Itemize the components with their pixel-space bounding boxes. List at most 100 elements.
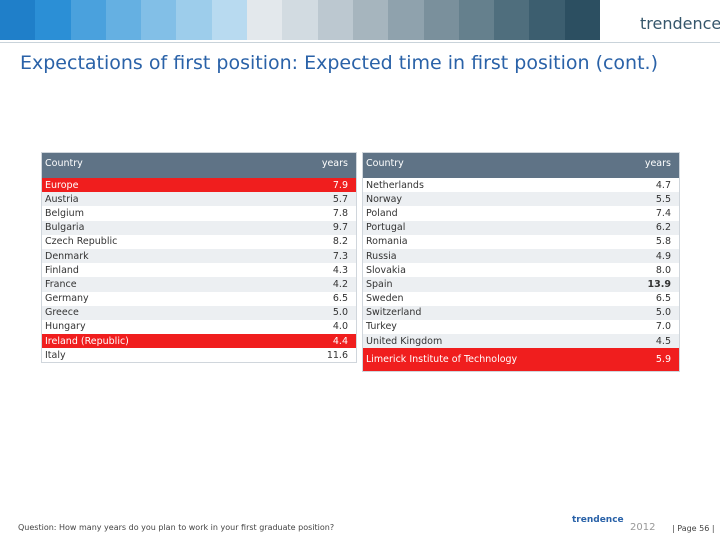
table-row: Germany 6.5 (42, 292, 356, 306)
years: 4.3 (332, 264, 348, 276)
country: Spain (366, 278, 393, 290)
table-row: Russia 4.9 (363, 248, 679, 264)
country: United Kingdom (366, 335, 443, 347)
table-row: Czech Republic 8.2 (42, 235, 356, 249)
stripe-block (0, 0, 36, 40)
country: Denmark (45, 250, 89, 262)
years: 5.9 (655, 354, 671, 366)
country: Turkey (366, 321, 397, 333)
country: Russia (366, 250, 397, 262)
footer-year: 2012 (630, 522, 656, 533)
stripe-block (35, 0, 71, 40)
country: Europe (45, 179, 79, 191)
country: Portugal (366, 222, 406, 234)
country: Switzerland (366, 307, 422, 319)
years: 4.5 (655, 335, 671, 347)
column-header: years (644, 158, 671, 169)
table-row: Limerick Institute of Technology 5.9 (363, 348, 679, 372)
years: 6.2 (655, 222, 671, 234)
table-row: Finland 4.3 (42, 263, 356, 277)
question: Question: How many years do you plan to … (18, 523, 335, 532)
stripe-block (211, 0, 248, 40)
stripe-block (423, 0, 459, 40)
stripe-block (494, 0, 530, 40)
country: Netherlands (366, 179, 424, 191)
years: 5.7 (332, 193, 348, 205)
stripe-block (352, 0, 389, 40)
years: 4.4 (332, 335, 348, 347)
country: Sweden (366, 293, 404, 305)
years: 4.2 (332, 278, 348, 290)
table-row: Greece 5.0 (42, 305, 356, 320)
country: Norway (366, 193, 403, 205)
country: Austria (45, 193, 79, 205)
country: Belgium (45, 207, 84, 219)
table-row: Slovakia 8.0 (363, 263, 679, 277)
table-row: Turkey 7.0 (363, 320, 679, 334)
stripe-block (247, 0, 283, 40)
years: 7.9 (332, 179, 348, 191)
stripe-block (70, 0, 106, 40)
country: Hungary (45, 321, 86, 333)
table-row: Austria 5.7 (42, 192, 356, 207)
page-number: | Page 56 | (672, 524, 715, 533)
stripe-block (564, 0, 601, 40)
years: 8.0 (655, 264, 671, 276)
column-header: Country (45, 158, 83, 169)
table-row: Switzerland 5.0 (363, 305, 679, 320)
country: Bulgaria (45, 222, 85, 234)
country: Italy (45, 349, 66, 361)
years: 11.6 (326, 349, 348, 361)
table-row: Bulgaria 9.7 (42, 220, 356, 235)
stripe-block (176, 0, 212, 40)
column-header: years (321, 158, 348, 169)
years: 6.5 (332, 293, 348, 305)
country: Limerick Institute of Technology (366, 354, 518, 366)
slide-title: Expectations of first position: Expected… (20, 52, 658, 74)
years: 7.4 (655, 207, 671, 219)
years: 13.9 (647, 278, 671, 290)
years: 5.0 (655, 307, 671, 319)
stripe-block (388, 0, 424, 40)
table-row: Europe 7.9 (42, 178, 356, 193)
table-row: Hungary 4.0 (42, 320, 356, 334)
table-header: Country years (363, 153, 679, 178)
years: 7.0 (655, 321, 671, 333)
years: 7.8 (332, 207, 348, 219)
table-row: Spain 13.9 (363, 277, 679, 292)
table: Country years Netherlands 4.7 Norway 5.5 Polan… (362, 152, 680, 373)
years: 5.5 (655, 193, 671, 205)
table-row: Portugal 6.2 (363, 220, 679, 235)
country: Ireland (Republic) (45, 335, 129, 347)
color-stripe (0, 0, 601, 40)
years: 5.0 (332, 307, 348, 319)
table-row: United Kingdom 4.5 (363, 334, 679, 349)
country: Czech Republic (45, 236, 118, 248)
years: 4.9 (655, 250, 671, 262)
table-row: Italy 11.6 (42, 348, 356, 362)
years: 6.5 (655, 293, 671, 305)
table-row: Denmark 7.3 (42, 248, 356, 264)
country: Poland (366, 207, 398, 219)
footer-logo: trendence (572, 515, 624, 525)
divider (0, 42, 720, 43)
stripe-block (529, 0, 565, 40)
country: France (45, 278, 77, 290)
logo: trendence (640, 14, 720, 33)
country: Germany (45, 293, 89, 305)
years: 4.0 (332, 321, 348, 333)
table-row: Belgium 7.8 (42, 206, 356, 220)
stripe-block (141, 0, 177, 40)
years: 7.3 (332, 250, 348, 262)
stripe-block (317, 0, 353, 40)
table-header: Country years (42, 153, 356, 178)
years: 8.2 (332, 236, 348, 248)
table-row: France 4.2 (42, 277, 356, 292)
years: 4.7 (655, 179, 671, 191)
country: Greece (45, 307, 79, 319)
table-row: Netherlands 4.7 (363, 178, 679, 192)
table-row: Romania 5.8 (363, 235, 679, 249)
country: Finland (45, 264, 79, 276)
stripe-block (282, 0, 318, 40)
